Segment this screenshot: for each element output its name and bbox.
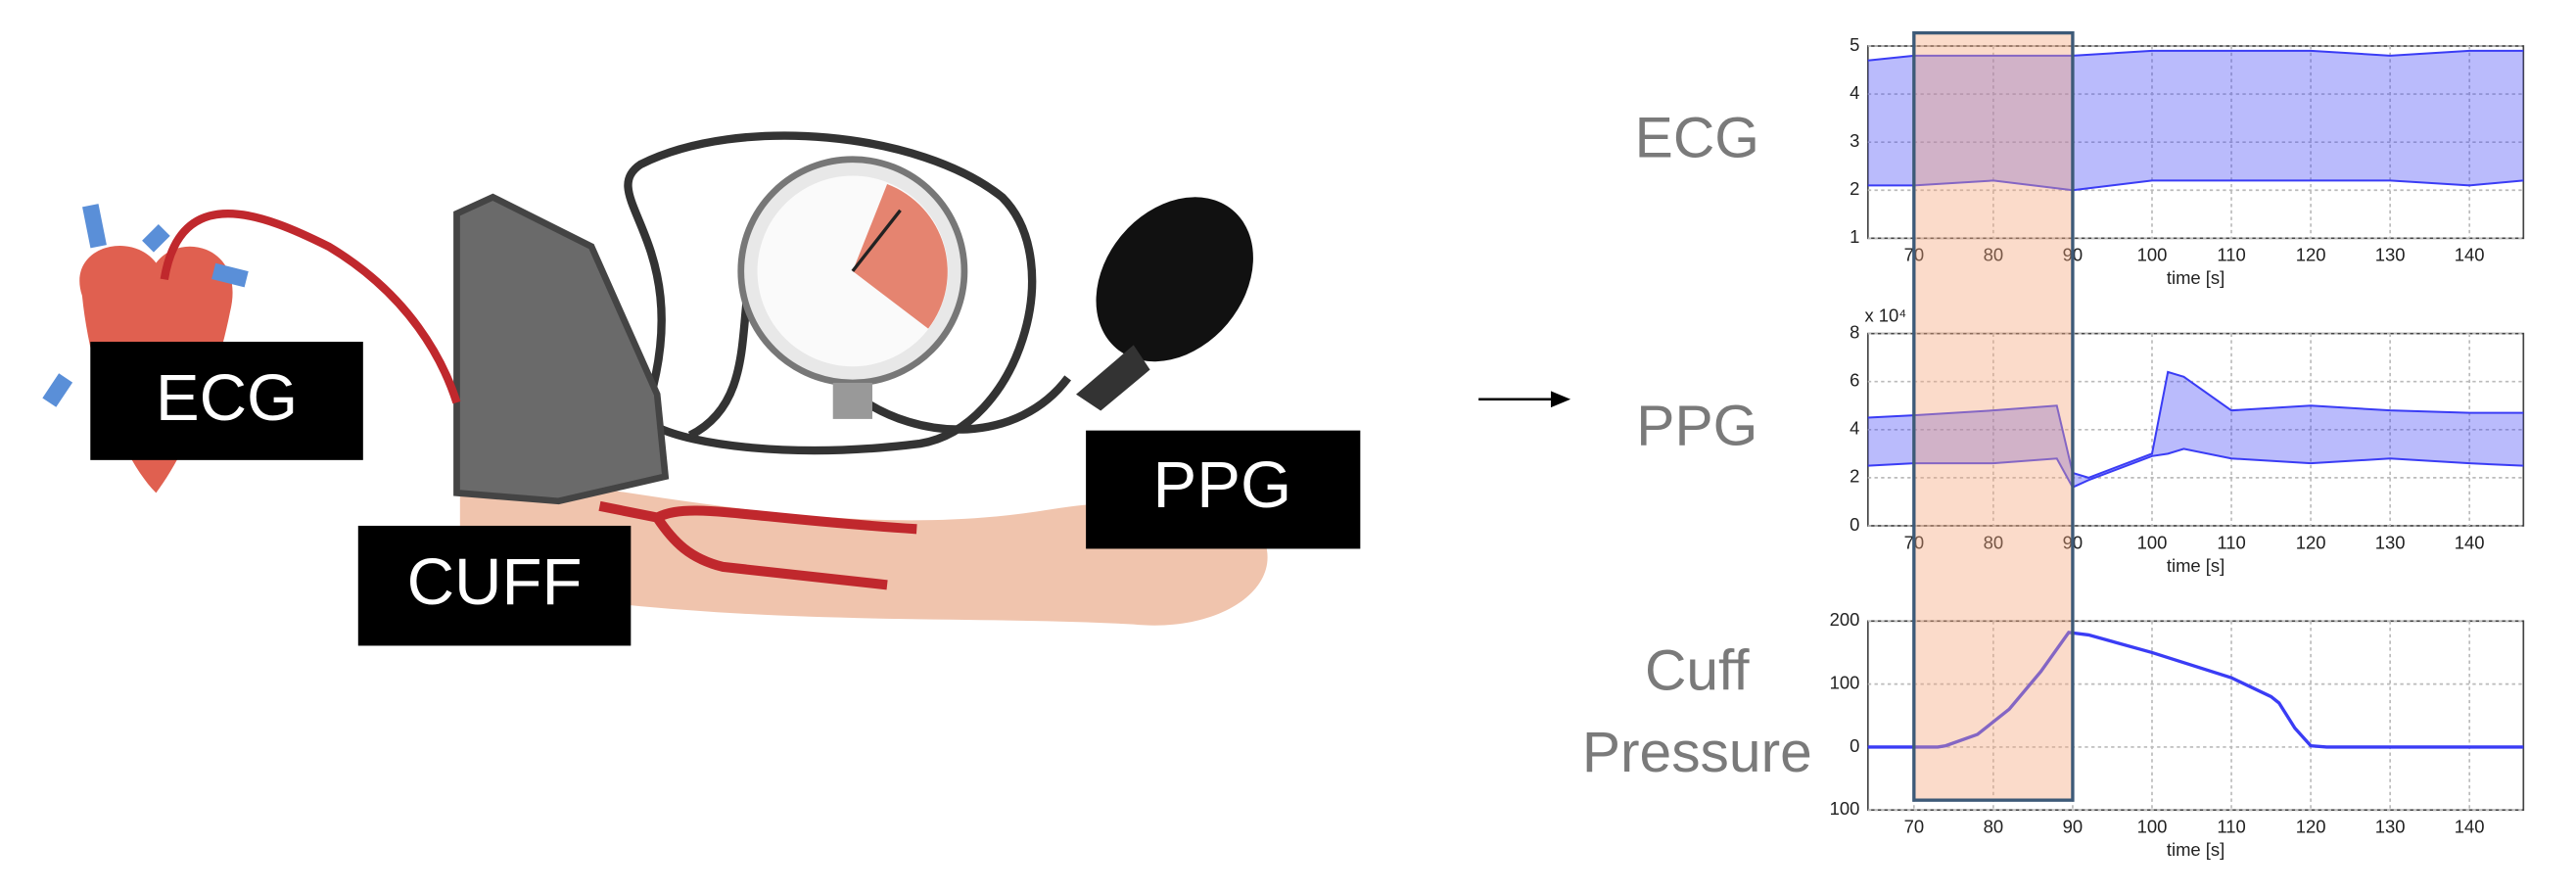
y-tick-label: 2 xyxy=(1850,178,1859,199)
bulb xyxy=(1096,197,1253,362)
y-tick-label: 8 xyxy=(1850,322,1859,343)
x-axis-label: time [s] xyxy=(2167,267,2225,288)
label-box xyxy=(90,342,363,460)
x-axis-label: time [s] xyxy=(2167,555,2225,576)
side-label: ECG xyxy=(1635,107,1759,170)
side-label: PPG xyxy=(1636,394,1757,457)
signal-band xyxy=(1867,371,2524,488)
signal-line xyxy=(1867,631,2524,749)
x-tick-label: 140 xyxy=(2455,532,2485,552)
tube xyxy=(624,131,1037,455)
y-tick-label: 0 xyxy=(1850,735,1859,756)
x-tick-label: 120 xyxy=(2296,817,2326,837)
highlight-window xyxy=(1912,30,2075,802)
y-tick-label: 2 xyxy=(1850,466,1859,487)
x-tick-label: 70 xyxy=(1904,817,1925,837)
signal-edge xyxy=(1867,179,2524,192)
arm xyxy=(459,468,1268,626)
x-axis-label: time [s] xyxy=(2167,839,2225,860)
y-tick-label: 100 xyxy=(1830,798,1860,819)
y-tick-label: 5 xyxy=(1850,34,1859,55)
x-tick-label: 130 xyxy=(2375,532,2406,552)
x-tick-label: 80 xyxy=(1984,532,2004,552)
side-label: Cuff xyxy=(1645,638,1750,702)
x-tick-label: 130 xyxy=(2375,245,2406,265)
signal-edge xyxy=(1867,447,2524,489)
y-tick-label: 1 xyxy=(1850,226,1859,247)
ecg-label: ECG xyxy=(156,361,298,435)
plot-area xyxy=(1866,620,2525,812)
x-tick-label: 110 xyxy=(2217,532,2245,552)
y-tick-label: 6 xyxy=(1850,370,1859,391)
x-tick-label: 100 xyxy=(2137,245,2168,265)
x-tick-label: 80 xyxy=(1984,817,2004,837)
y-tick-label: 0 xyxy=(1850,514,1859,535)
signal-edge xyxy=(1867,370,2524,479)
cuff-label: CUFF xyxy=(407,545,583,619)
x-tick-label: 120 xyxy=(2296,532,2326,552)
signal-band xyxy=(1867,50,2524,191)
y-tick-label: 3 xyxy=(1850,130,1859,151)
signal-edge xyxy=(1867,49,2524,62)
heart-vessels xyxy=(42,204,249,407)
y-tick-label: 200 xyxy=(1830,609,1860,630)
y-tick-label: 100 xyxy=(1830,672,1860,692)
cuff xyxy=(453,193,670,505)
x-tick-label: 110 xyxy=(2217,817,2245,837)
wire xyxy=(160,210,461,404)
x-tick-label: 80 xyxy=(1984,245,2004,265)
label-box xyxy=(357,525,632,646)
vessel xyxy=(598,500,917,590)
y-multiplier: x 10⁴ xyxy=(1864,306,1906,326)
x-tick-label: 100 xyxy=(2137,532,2168,552)
ppg-label: PPG xyxy=(1153,448,1292,522)
x-tick-label: 100 xyxy=(2137,817,2168,837)
label-box xyxy=(1086,430,1361,549)
arrow-head xyxy=(1550,391,1571,408)
x-tick-label: 140 xyxy=(2455,245,2485,265)
gauge-zone xyxy=(852,183,948,329)
x-tick-label: 140 xyxy=(2455,817,2485,837)
x-tick-label: 110 xyxy=(2217,245,2245,265)
y-tick-label: 4 xyxy=(1850,82,1859,103)
x-tick-label: 130 xyxy=(2375,817,2406,837)
gauge-needle xyxy=(851,209,902,272)
gauge-stem xyxy=(832,382,872,419)
bulb-valve xyxy=(1076,345,1150,411)
side-label: Pressure xyxy=(1582,721,1812,784)
y-tick-label: 4 xyxy=(1850,418,1859,439)
x-tick-label: 120 xyxy=(2296,245,2326,265)
x-tick-label: 90 xyxy=(2063,817,2084,837)
